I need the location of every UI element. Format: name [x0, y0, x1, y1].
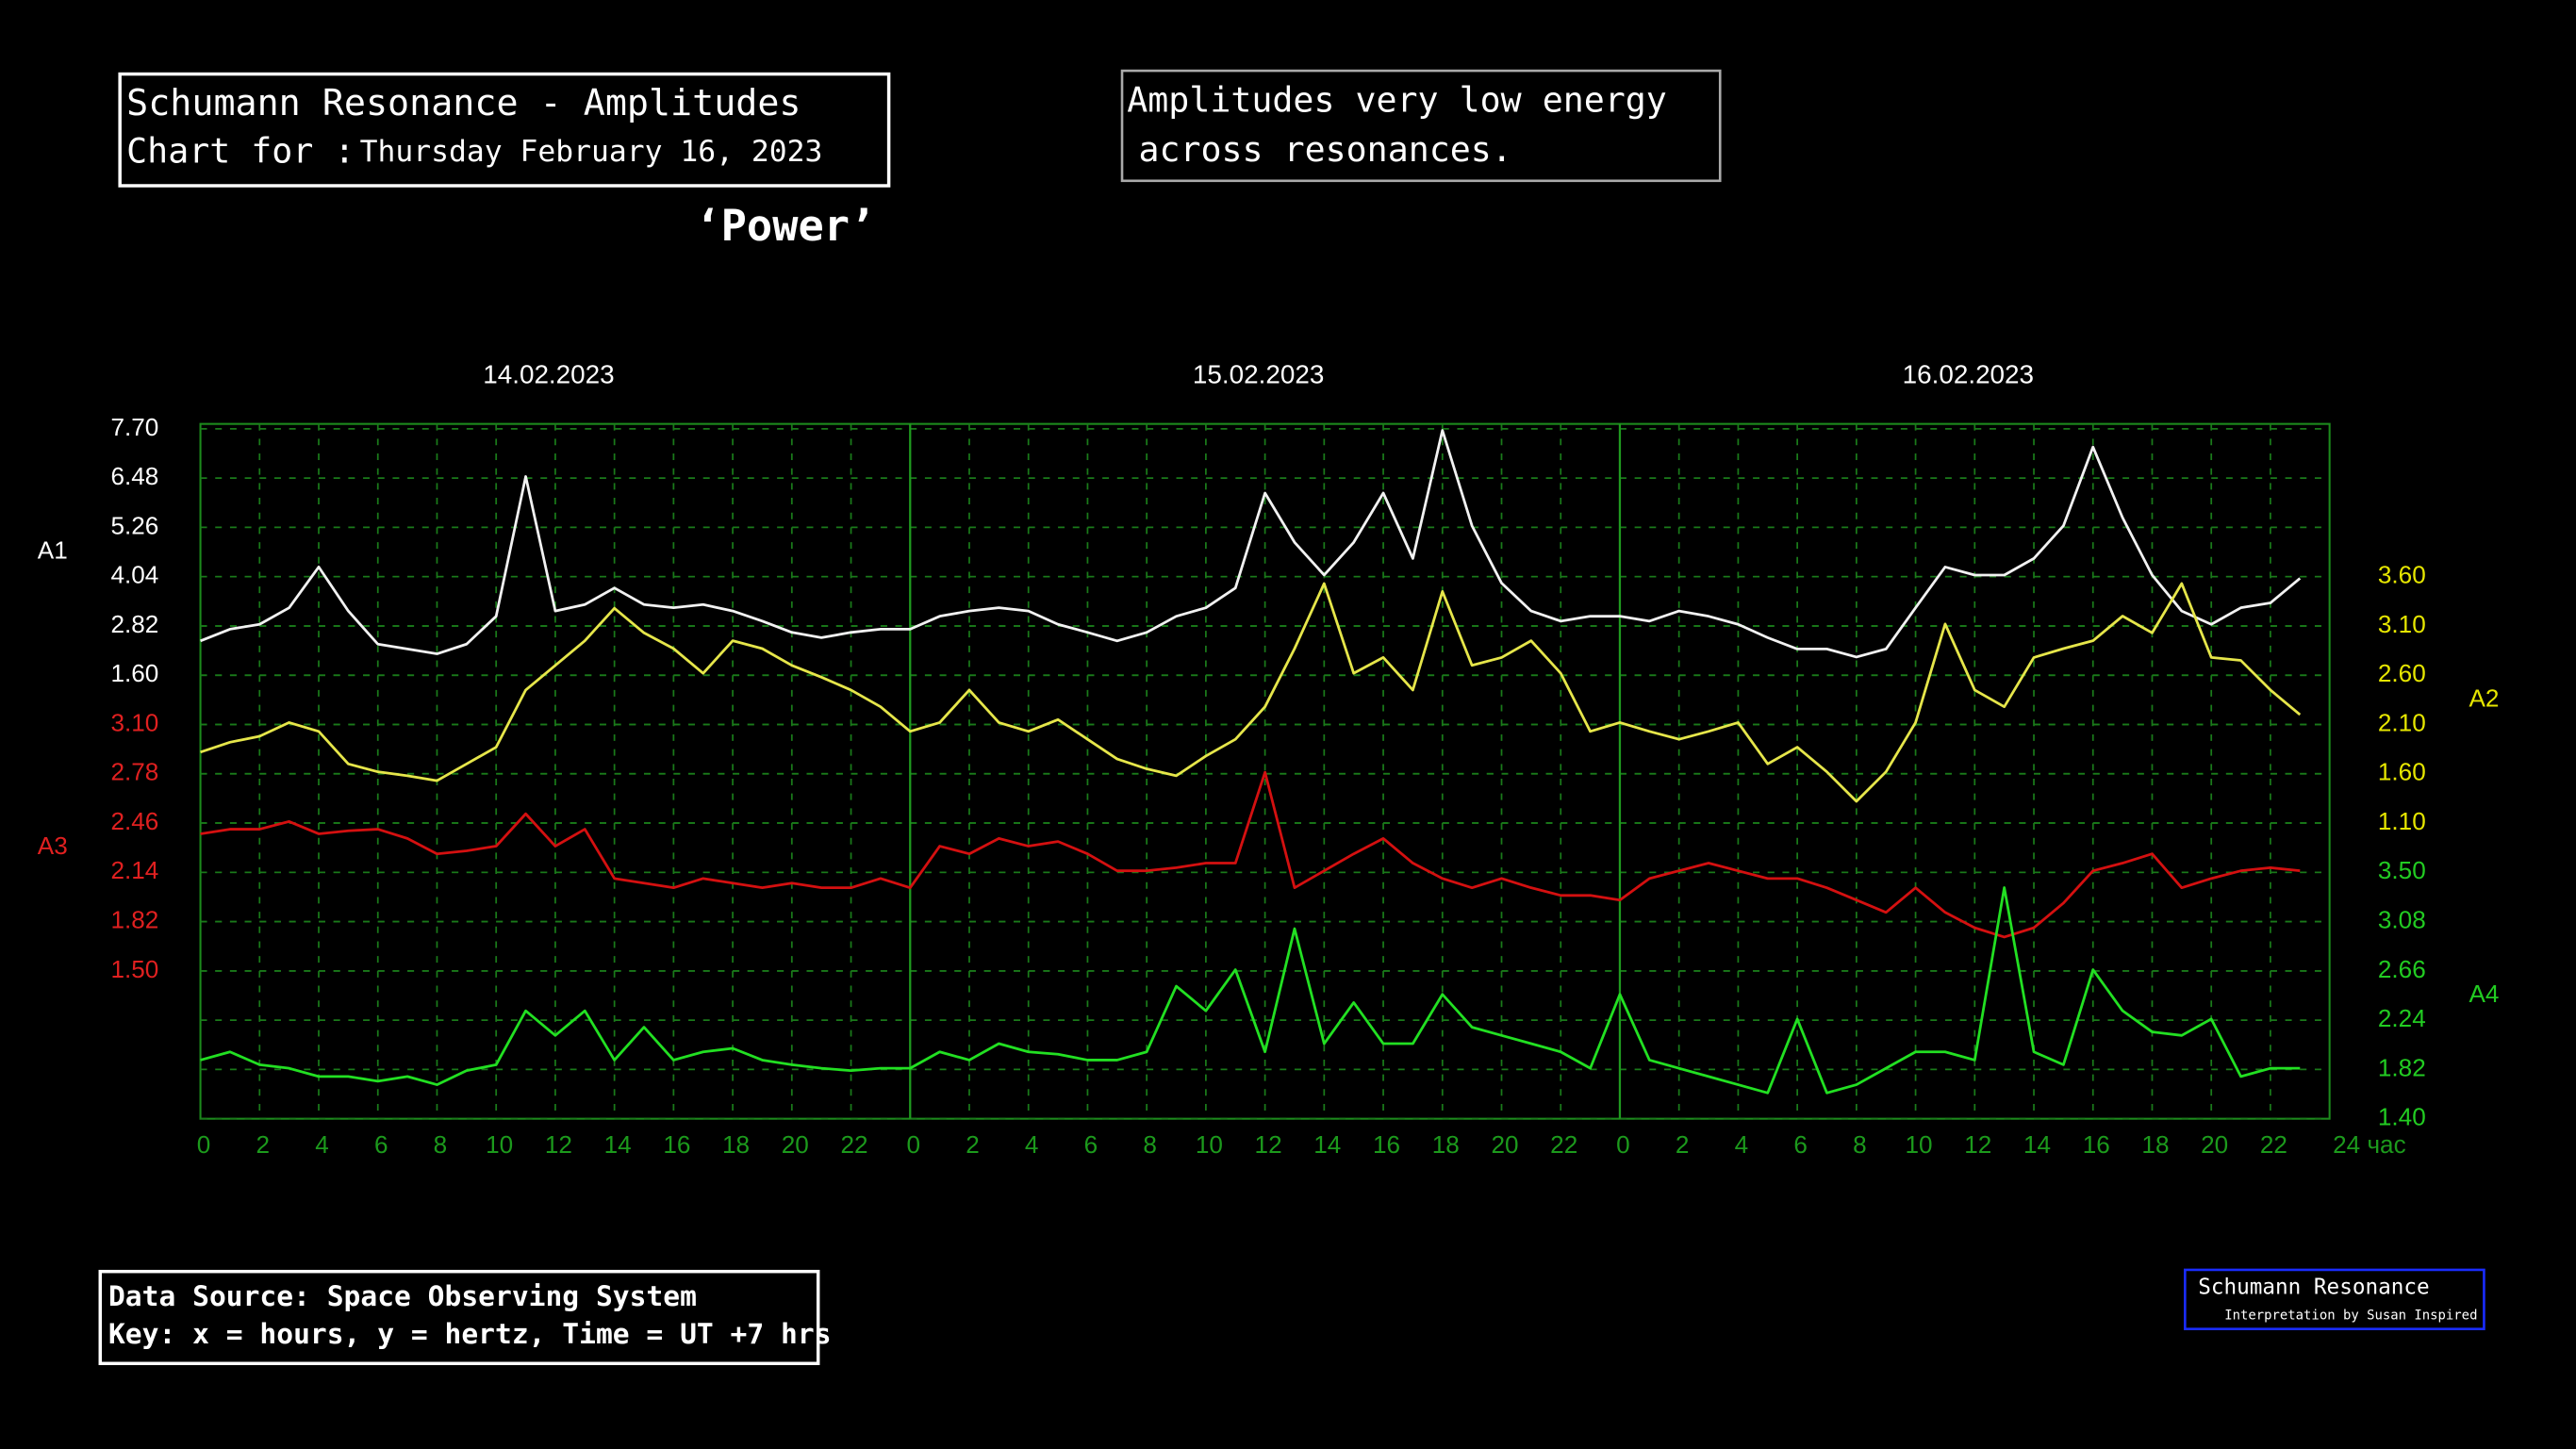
y-tick-label: 2.14	[110, 856, 158, 884]
y-tick-label: 5.26	[110, 511, 158, 539]
y-tick-label: 2.82	[110, 610, 158, 638]
x-tick-label: 0	[1616, 1130, 1630, 1159]
y-axis-label: A4	[2469, 980, 2499, 1008]
x-tick-label: 14	[1313, 1130, 1341, 1159]
y-tick-label: 1.50	[110, 955, 158, 983]
y-tick-label: 1.40	[2378, 1103, 2426, 1131]
x-tick-label: 14	[604, 1130, 632, 1159]
x-tick-label: 22	[1550, 1130, 1577, 1159]
subtitle: ‘Power’	[695, 201, 875, 251]
x-tick-label: 10	[486, 1130, 513, 1159]
x-tick-label: 6	[374, 1130, 388, 1159]
x-tick-label: 16	[2083, 1130, 2110, 1159]
x-tick-label: 12	[1255, 1130, 1282, 1159]
y-tick-label: 3.50	[2378, 856, 2426, 884]
x-tick-label: 16	[1373, 1130, 1400, 1159]
chart-for-label: Chart for :	[126, 131, 355, 172]
x-tick-label: 8	[434, 1130, 448, 1159]
x-tick-label: 18	[722, 1130, 750, 1159]
note-box	[1120, 69, 1722, 183]
y-tick-label: 3.10	[2378, 610, 2426, 638]
x-tick-label: 12	[1964, 1130, 1991, 1159]
series-line	[200, 770, 2301, 939]
x-tick-label: 14	[2023, 1130, 2051, 1159]
y-tick-label: 3.10	[110, 708, 158, 736]
note-line: Amplitudes very low energy	[1127, 80, 1667, 121]
x-tick-label: 12	[545, 1130, 572, 1159]
y-tick-label: 1.10	[2378, 807, 2426, 835]
y-tick-label: 3.08	[2378, 905, 2426, 933]
y-tick-label: 2.46	[110, 807, 158, 835]
day-label: 14.02.2023	[483, 359, 614, 388]
x-tick-label: 4	[1735, 1130, 1749, 1159]
credit-box	[2184, 1268, 2485, 1330]
x-tick-label: 2	[966, 1130, 980, 1159]
y-tick-label: 1.82	[110, 905, 158, 933]
x-tick-label: 10	[1196, 1130, 1223, 1159]
x-tick-label: 6	[1793, 1130, 1808, 1159]
x-tick-label: 4	[1025, 1130, 1039, 1159]
y-tick-label: 2.24	[2378, 1004, 2426, 1032]
source-line: Data Source: Space Observing System	[108, 1280, 697, 1312]
plot-area: A1 7.70 6.48 5.26 4.04 2.82 1.60 A2 3.60 3.10 2.60…	[38, 359, 2500, 1159]
y-tick-label: 1.60	[110, 659, 158, 687]
x-tick-label: 22	[2260, 1130, 2287, 1159]
x-tick-label: 18	[2141, 1130, 2169, 1159]
x-tick-label: 4	[315, 1130, 329, 1159]
x-tick-label: 2	[1676, 1130, 1690, 1159]
y-tick-label: 1.60	[2378, 758, 2426, 786]
y-tick-label: 6.48	[110, 462, 158, 490]
series-line	[200, 886, 2301, 1095]
x-tick-label: 8	[1853, 1130, 1867, 1159]
x-tick-label: 8	[1143, 1130, 1157, 1159]
series-line	[200, 582, 2302, 803]
y-tick-label: 2.60	[2378, 659, 2426, 687]
source-line: Key: x = hours, y = hertz, Time = UT +7 …	[108, 1318, 832, 1350]
x-tick-label: 10	[1906, 1130, 1933, 1159]
chart-date: Thursday February 16, 2023	[360, 135, 823, 169]
x-tick-label: 18	[1432, 1130, 1460, 1159]
x-tick-label: 16	[663, 1130, 690, 1159]
y-axis-label: A3	[38, 832, 68, 860]
y-tick-label: 7.70	[110, 413, 158, 441]
x-tick-label: 20	[1491, 1130, 1518, 1159]
y-axis-label: A2	[2469, 683, 2499, 712]
x-tick-label: 20	[782, 1130, 809, 1159]
day-label: 16.02.2023	[1903, 359, 2034, 388]
y-tick-label: 2.66	[2378, 955, 2426, 983]
x-tick-label: 22	[840, 1130, 867, 1159]
title-box	[118, 72, 891, 188]
x-tick-label: 0	[197, 1130, 211, 1159]
y-tick-label: 2.10	[2378, 708, 2426, 736]
x-tick-label: 24 час	[2333, 1130, 2406, 1159]
y-tick-label: 3.60	[2378, 561, 2426, 589]
y-axis-label: A1	[38, 535, 68, 564]
credit-line: Schumann Resonance	[2198, 1276, 2429, 1300]
x-tick-label: 20	[2201, 1130, 2228, 1159]
x-tick-label: 6	[1084, 1130, 1098, 1159]
x-tick-label: 2	[256, 1130, 271, 1159]
note-line: across resonances.	[1138, 129, 1511, 170]
credit-line: Interpretation by Susan Inspired	[2224, 1309, 2477, 1324]
source-box	[98, 1269, 820, 1366]
y-tick-label: 2.78	[110, 758, 158, 786]
y-tick-label: 1.82	[2378, 1053, 2426, 1081]
x-tick-label: 0	[906, 1130, 920, 1159]
day-label: 15.02.2023	[1193, 359, 1324, 388]
chart-title: Schumann Resonance - Amplitudes	[126, 82, 801, 124]
y-tick-label: 4.04	[110, 561, 158, 589]
series-line	[200, 429, 2302, 659]
